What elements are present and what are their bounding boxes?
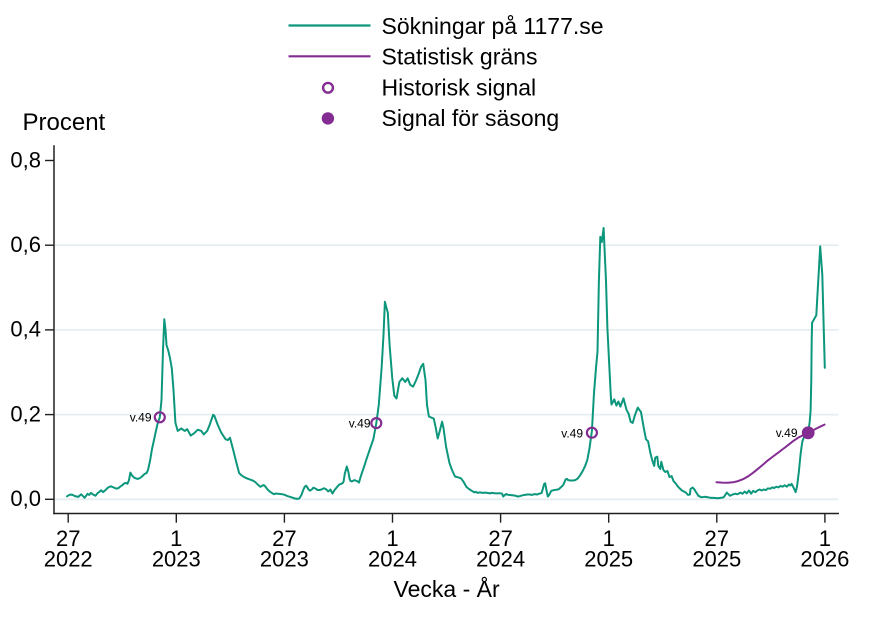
svg-text:Procent: Procent xyxy=(23,109,106,136)
svg-text:1: 1 xyxy=(819,526,831,551)
svg-text:2023: 2023 xyxy=(260,547,309,572)
svg-text:0,6: 0,6 xyxy=(10,232,41,257)
svg-text:0,2: 0,2 xyxy=(10,401,41,426)
svg-text:2026: 2026 xyxy=(800,547,849,572)
svg-text:2023: 2023 xyxy=(152,547,201,572)
svg-text:0,8: 0,8 xyxy=(10,147,41,172)
svg-text:Sökningar på 1177.se: Sökningar på 1177.se xyxy=(382,13,604,39)
svg-text:v.49: v.49 xyxy=(130,411,152,425)
svg-text:2025: 2025 xyxy=(692,547,741,572)
svg-text:0,0: 0,0 xyxy=(10,486,41,511)
svg-text:1: 1 xyxy=(386,526,398,551)
svg-text:Historisk signal: Historisk signal xyxy=(382,74,537,100)
svg-text:2024: 2024 xyxy=(368,547,417,572)
svg-text:1: 1 xyxy=(170,526,182,551)
svg-text:2025: 2025 xyxy=(584,547,633,572)
svg-text:v.49: v.49 xyxy=(349,416,371,430)
svg-text:2022: 2022 xyxy=(44,547,93,572)
svg-text:1: 1 xyxy=(603,526,615,551)
svg-text:0,4: 0,4 xyxy=(10,317,41,342)
svg-text:27: 27 xyxy=(56,526,80,551)
svg-text:27: 27 xyxy=(272,526,296,551)
svg-text:v.49: v.49 xyxy=(561,427,583,441)
svg-text:Statistisk gräns: Statistisk gräns xyxy=(382,44,538,70)
svg-text:27: 27 xyxy=(488,526,512,551)
svg-text:v.49: v.49 xyxy=(776,426,798,440)
svg-text:Vecka - År: Vecka - År xyxy=(394,575,500,602)
svg-text:Signal för säsong: Signal för säsong xyxy=(382,105,560,131)
svg-text:27: 27 xyxy=(705,526,729,551)
svg-text:2024: 2024 xyxy=(476,547,525,572)
